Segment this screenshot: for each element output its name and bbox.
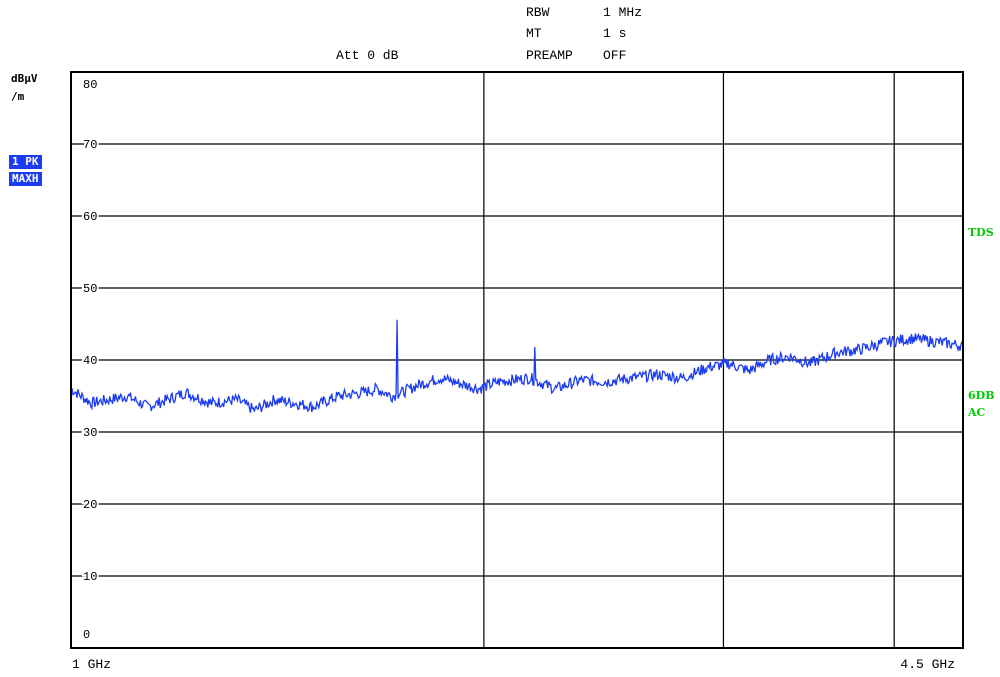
rbw-label: RBW <box>526 5 550 20</box>
y-tick-label: 70 <box>83 138 97 152</box>
preamp-label: PREAMP <box>526 48 573 63</box>
y-tick-label: 50 <box>83 282 97 296</box>
trace-detector-badge: 1 PK <box>9 155 42 169</box>
preamp-value: OFF <box>603 48 627 63</box>
spectrum-trace <box>70 319 964 413</box>
six-db-label: 6DB <box>968 389 995 402</box>
mt-value: 1 s <box>603 26 627 41</box>
rbw-value: 1 MHz <box>603 5 643 20</box>
x-stop-label: 4.5 GHz <box>900 657 955 672</box>
y-tick-label: 10 <box>83 570 97 584</box>
mt-label: MT <box>526 26 542 41</box>
y-unit-line1: dBµV <box>11 72 38 85</box>
y-tick-labels: 0 10 20 30 40 50 60 70 80 <box>81 78 99 642</box>
grid <box>71 72 963 648</box>
trace-mode-badge: MAXH <box>9 172 42 186</box>
tds-label: TDS <box>968 226 994 239</box>
y-tick-label: 20 <box>83 498 97 512</box>
ac-label: AC <box>968 406 986 419</box>
y-tick-label: 60 <box>83 210 97 224</box>
y-unit-line2: /m <box>11 90 25 103</box>
y-tick-label: 0 <box>83 628 90 642</box>
y-tick-label: 40 <box>83 354 97 368</box>
y-tick-label: 30 <box>83 426 97 440</box>
x-start-label: 1 GHz <box>72 657 111 672</box>
y-tick-label: 80 <box>83 78 97 92</box>
att-readout: Att 0 dB <box>336 48 399 63</box>
trace-layer <box>70 319 964 413</box>
plot-frame <box>70 71 964 649</box>
